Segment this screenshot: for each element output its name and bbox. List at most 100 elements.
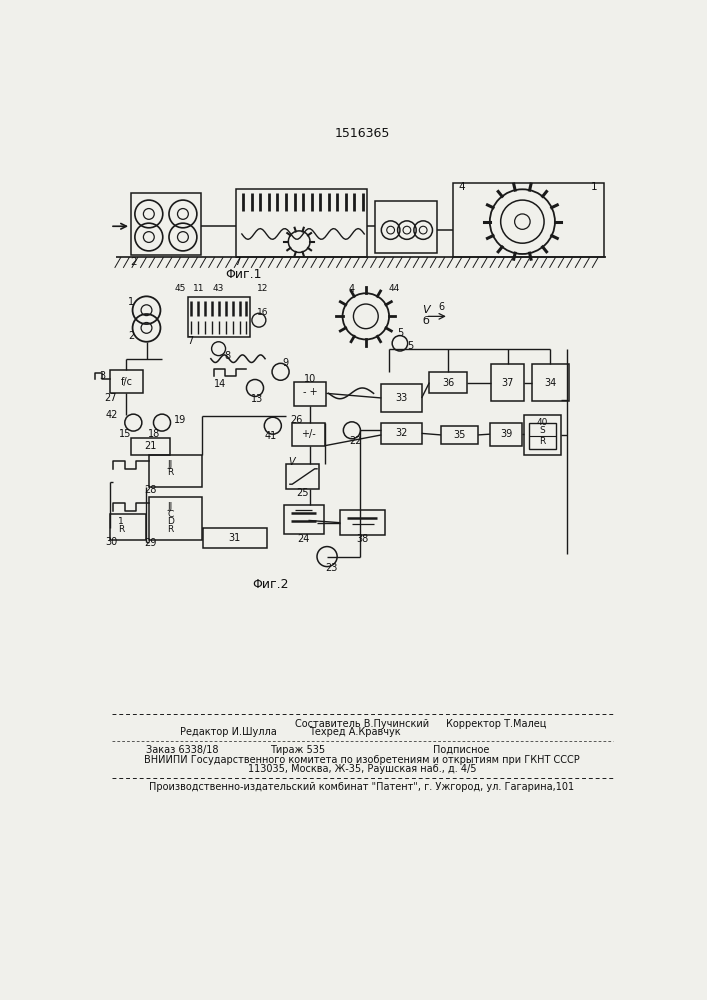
Text: 7: 7 bbox=[234, 257, 240, 267]
Text: 4: 4 bbox=[459, 182, 465, 192]
Text: Корректор Т.Малец: Корректор Т.Малец bbox=[446, 719, 547, 729]
Text: Редактор И.Шулла: Редактор И.Шулла bbox=[180, 727, 276, 737]
Text: 5: 5 bbox=[407, 341, 413, 351]
Text: 40: 40 bbox=[537, 418, 548, 427]
Text: 28: 28 bbox=[144, 485, 156, 495]
Text: R: R bbox=[168, 468, 174, 477]
Text: 3: 3 bbox=[99, 371, 105, 381]
Bar bbox=[375, 201, 437, 253]
Text: 2: 2 bbox=[130, 257, 136, 267]
Text: 19: 19 bbox=[174, 415, 186, 425]
Text: Φиг.1: Φиг.1 bbox=[225, 267, 262, 280]
Bar bbox=[203, 528, 267, 548]
Text: 6: 6 bbox=[438, 302, 444, 312]
Text: 29: 29 bbox=[144, 538, 156, 548]
Text: Заказ 6338/18: Заказ 6338/18 bbox=[146, 745, 219, 755]
Text: 13: 13 bbox=[251, 394, 264, 404]
Bar bbox=[110, 370, 143, 393]
Text: 42: 42 bbox=[105, 410, 118, 420]
Text: 7: 7 bbox=[187, 336, 194, 346]
Text: +/-: +/- bbox=[301, 429, 316, 439]
Text: 41: 41 bbox=[264, 431, 276, 441]
Text: C: C bbox=[168, 510, 174, 519]
Text: 8: 8 bbox=[225, 351, 231, 361]
Text: 11: 11 bbox=[193, 284, 204, 293]
Text: 10: 10 bbox=[304, 374, 316, 384]
Text: 2: 2 bbox=[128, 331, 134, 341]
Bar bbox=[452, 183, 604, 257]
Text: 31: 31 bbox=[229, 533, 241, 543]
Bar bbox=[286, 464, 319, 489]
Bar bbox=[532, 364, 569, 401]
Text: 9: 9 bbox=[282, 358, 288, 368]
Text: 12: 12 bbox=[257, 284, 269, 293]
Text: 27: 27 bbox=[104, 393, 117, 403]
Text: 32: 32 bbox=[395, 428, 408, 438]
Text: 16: 16 bbox=[257, 308, 269, 317]
Text: 30: 30 bbox=[105, 537, 118, 547]
Text: JJ: JJ bbox=[168, 460, 173, 469]
Bar bbox=[187, 297, 250, 337]
Text: R: R bbox=[168, 525, 174, 534]
Bar bbox=[149, 497, 201, 540]
Text: б: б bbox=[422, 316, 429, 326]
Bar bbox=[293, 382, 327, 406]
Bar bbox=[524, 415, 561, 455]
Text: 4: 4 bbox=[349, 284, 355, 294]
Bar bbox=[110, 514, 146, 540]
Bar bbox=[381, 384, 421, 412]
Text: 5: 5 bbox=[397, 328, 403, 338]
Text: Φиг.2: Φиг.2 bbox=[252, 578, 288, 591]
Bar bbox=[490, 423, 522, 446]
Text: 1: 1 bbox=[128, 297, 134, 307]
Text: 45: 45 bbox=[174, 284, 185, 293]
Bar bbox=[235, 189, 368, 257]
Bar bbox=[284, 505, 324, 534]
Text: V: V bbox=[288, 457, 295, 467]
Text: 1: 1 bbox=[118, 517, 124, 526]
Text: 23: 23 bbox=[325, 563, 338, 573]
Text: 37: 37 bbox=[501, 378, 514, 388]
Text: Подписное: Подписное bbox=[433, 745, 490, 755]
Text: 26: 26 bbox=[290, 415, 303, 425]
Text: 38: 38 bbox=[356, 534, 369, 544]
Bar bbox=[441, 426, 478, 444]
Bar bbox=[131, 193, 201, 255]
Bar bbox=[340, 510, 385, 535]
Text: R: R bbox=[118, 525, 124, 534]
Text: 33: 33 bbox=[395, 393, 408, 403]
Text: 113035, Москва, Ж-35, Раушская наб., д. 4/5: 113035, Москва, Ж-35, Раушская наб., д. … bbox=[247, 764, 477, 774]
Text: S: S bbox=[539, 426, 544, 435]
Text: f/c: f/c bbox=[120, 377, 132, 387]
Text: R: R bbox=[539, 437, 545, 446]
Bar bbox=[292, 423, 325, 446]
Text: Тираж 535: Тираж 535 bbox=[271, 745, 326, 755]
Bar bbox=[529, 423, 556, 449]
Text: 44: 44 bbox=[389, 284, 400, 293]
Bar bbox=[149, 455, 201, 487]
Text: JJ: JJ bbox=[168, 502, 173, 511]
Text: Производственно-издательский комбинат "Патент", г. Ужгород, ул. Гагарина,101: Производственно-издательский комбинат "П… bbox=[149, 782, 575, 792]
Text: 22: 22 bbox=[349, 436, 362, 446]
Text: 35: 35 bbox=[453, 430, 466, 440]
Text: 15: 15 bbox=[119, 429, 132, 439]
Text: 14: 14 bbox=[214, 379, 226, 389]
Bar bbox=[429, 372, 467, 393]
Text: 34: 34 bbox=[544, 378, 556, 388]
Text: 43: 43 bbox=[213, 284, 224, 293]
Text: 24: 24 bbox=[298, 534, 310, 544]
Text: Составитель В.Пучинский: Составитель В.Пучинский bbox=[295, 719, 429, 729]
Text: 36: 36 bbox=[442, 378, 454, 388]
Text: 18: 18 bbox=[148, 429, 160, 439]
Text: 21: 21 bbox=[144, 441, 156, 451]
Text: V: V bbox=[421, 305, 429, 315]
Text: 25: 25 bbox=[296, 488, 308, 498]
Text: 39: 39 bbox=[500, 429, 513, 439]
Text: 1516365: 1516365 bbox=[334, 127, 390, 140]
Text: Техред А.Кравчук: Техред А.Кравчук bbox=[309, 727, 401, 737]
Bar bbox=[491, 364, 524, 401]
Bar bbox=[131, 438, 170, 455]
Text: - +: - + bbox=[303, 387, 317, 397]
Text: 1: 1 bbox=[590, 182, 597, 192]
Text: D: D bbox=[167, 517, 174, 526]
